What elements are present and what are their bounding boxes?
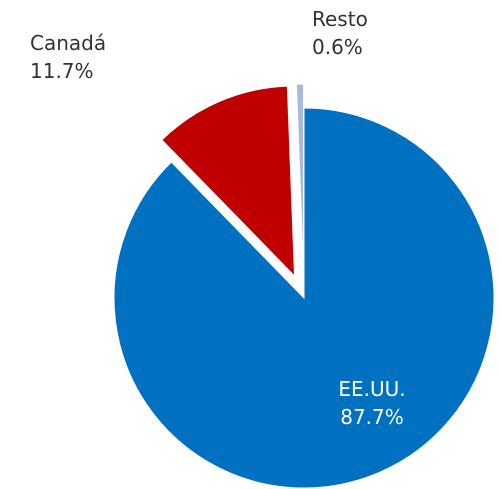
pie-slice-ee-uu — [113, 107, 495, 489]
pie-label-value: 11.7% — [30, 59, 94, 83]
pie-label-category: EE.UU. — [338, 377, 405, 401]
pie-label-ee-uu: EE.UU. 87.7% — [338, 377, 405, 429]
pie-label-category: Canadá — [30, 31, 106, 55]
pie-label-canada: Canadá 11.7% — [30, 31, 106, 83]
pie-label-resto: Resto 0.6% — [312, 7, 368, 59]
pie-labels: EE.UU. 87.7% Canadá 11.7% Resto 0.6% — [30, 7, 406, 429]
pie-slice-canada — [161, 85, 296, 278]
pie-label-category: Resto — [312, 7, 368, 31]
pie-label-value: 0.6% — [312, 35, 363, 59]
pie-slice-resto — [295, 83, 305, 275]
pie-label-value: 87.7% — [340, 405, 404, 429]
pie-slices — [113, 83, 495, 489]
